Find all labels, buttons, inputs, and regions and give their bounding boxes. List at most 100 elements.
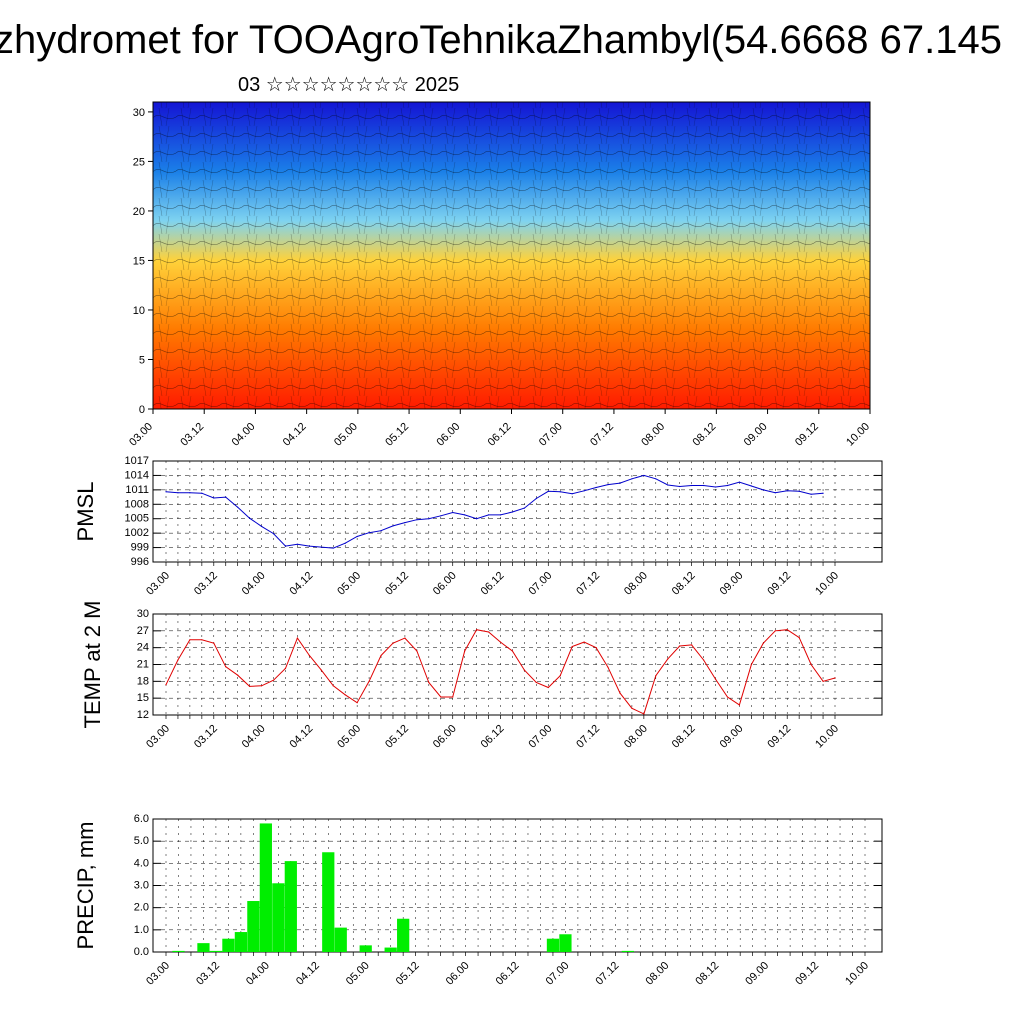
data-point	[738, 481, 741, 483]
precip-bar	[322, 852, 335, 952]
precip-bar	[621, 950, 634, 952]
y-tick-label: 15	[133, 255, 145, 267]
data-point	[523, 669, 525, 671]
data-point	[213, 497, 215, 499]
data-point	[332, 547, 334, 549]
data-point	[702, 659, 705, 661]
data-point	[249, 685, 251, 687]
data-point	[595, 486, 597, 489]
x-tick-label: 10.00	[843, 960, 871, 988]
data-point	[416, 519, 418, 521]
x-tick-label: 03.12	[194, 960, 222, 988]
x-tick-label: 07.12	[588, 421, 616, 449]
data-point	[583, 641, 585, 643]
chart-title: zhydromet for TOOAgroTehnikaZhambyl(54.6…	[0, 18, 1002, 62]
data-point	[679, 485, 681, 488]
x-tick-label: 04.12	[281, 421, 309, 449]
data-point	[440, 696, 442, 698]
x-tick-label: 06.12	[486, 421, 514, 449]
data-point	[571, 493, 573, 495]
data-point	[237, 674, 239, 676]
data-point	[452, 696, 454, 698]
x-tick-label: 04.12	[294, 960, 322, 988]
wind-streamlines	[153, 102, 870, 409]
y-tick-label: 5.0	[134, 835, 149, 847]
x-tick-label: 07.00	[526, 570, 554, 598]
data-point	[691, 644, 693, 646]
data-point	[464, 650, 466, 652]
y-tick-label: 20	[133, 206, 145, 218]
x-tick-label: 08.12	[691, 421, 719, 449]
data-point	[499, 514, 502, 516]
data-point	[249, 517, 251, 519]
data-point	[380, 654, 382, 657]
x-tick-label: 04.00	[244, 960, 272, 988]
data-point	[404, 521, 406, 524]
data-point	[583, 490, 585, 492]
data-point	[714, 486, 717, 488]
x-tick-label: 08.12	[670, 723, 698, 751]
chart-subtitle: 03 ☆☆☆☆☆☆☆☆ 2025	[238, 74, 460, 96]
data-point	[201, 492, 203, 494]
x-tick-label: 07.12	[594, 960, 622, 988]
x-tick-label: 04.00	[230, 421, 258, 449]
x-tick-label: 03.00	[144, 723, 172, 751]
x-tick-label: 08.00	[643, 960, 671, 988]
x-tick-label: 09.12	[793, 960, 821, 988]
temperature-panel: 12 15 18 21 24 27 30 TEMP at 2 M 03.00 03.12 04.00…	[80, 601, 883, 751]
data-point	[774, 630, 776, 632]
data-point	[177, 659, 179, 661]
y-tick-label: 10	[133, 305, 145, 317]
x-tick-label: 09.00	[742, 421, 770, 449]
y-tick-label: 1017	[125, 455, 149, 467]
x-tick-label: 09.00	[718, 723, 746, 751]
data-point	[631, 707, 633, 709]
data-point	[368, 532, 370, 534]
data-point	[284, 667, 287, 670]
data-point	[595, 647, 597, 649]
data-point	[308, 545, 310, 547]
data-point	[272, 679, 275, 681]
data-point	[834, 677, 836, 679]
x-tick-label: 06.00	[444, 960, 472, 988]
data-point	[225, 496, 227, 498]
precip-bar	[259, 823, 272, 952]
y-axis-label: PRECIP, mm	[73, 822, 98, 950]
data-point	[189, 492, 191, 494]
y-tick-label: 3.0	[134, 880, 149, 892]
data-point	[535, 681, 537, 684]
precip-bar	[397, 918, 410, 952]
x-tick-label: 08.00	[622, 570, 650, 598]
data-point	[667, 484, 669, 486]
x-tick-label: 03.12	[192, 570, 220, 598]
data-point	[691, 484, 693, 487]
data-point	[452, 511, 454, 514]
precip-bar	[272, 883, 285, 952]
y-tick-label: 21	[137, 659, 149, 671]
panel-frame	[152, 460, 883, 563]
data-point	[499, 641, 502, 643]
data-point	[260, 525, 263, 528]
data-point	[535, 497, 537, 500]
data-point	[655, 478, 657, 480]
data-point	[667, 658, 669, 660]
data-point	[559, 491, 561, 493]
x-tick-label: 07.00	[526, 723, 554, 751]
y-tick-label: 1002	[125, 527, 149, 539]
data-point	[559, 675, 561, 677]
x-tick-label: 10.00	[844, 421, 872, 449]
pmsl-panel: 996 999 1002 1005 1008 1011 1014 1017 PMSL 03.00 0…	[73, 455, 883, 598]
x-tick-label: 05.12	[383, 723, 411, 751]
data-point	[822, 680, 824, 682]
y-tick-label: 4.0	[134, 857, 149, 869]
data-point	[476, 518, 478, 520]
data-point	[726, 484, 729, 487]
data-point	[272, 533, 275, 535]
data-point	[750, 485, 752, 487]
y-tick-label: 15	[137, 692, 149, 704]
data-point	[762, 642, 764, 644]
data-point	[189, 639, 191, 641]
x-tick-label: 06.12	[494, 960, 522, 988]
data-point	[679, 645, 681, 647]
data-point	[774, 492, 776, 494]
